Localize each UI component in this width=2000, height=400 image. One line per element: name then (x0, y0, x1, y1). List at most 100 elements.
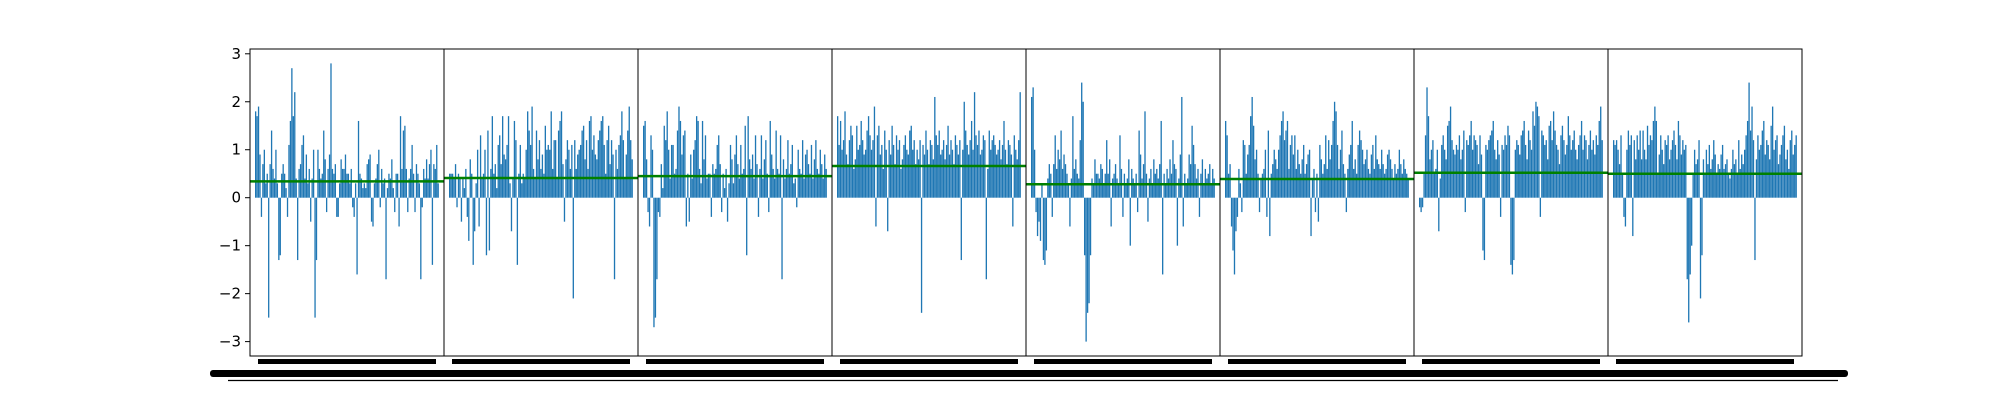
bar (307, 183, 309, 198)
bar (404, 125, 406, 198)
bar (613, 197, 616, 280)
bar (1210, 183, 1212, 198)
bar (1397, 168, 1399, 198)
bar (421, 197, 423, 208)
bar (854, 159, 856, 198)
bar (1745, 135, 1747, 198)
bar (945, 144, 948, 198)
bar (725, 168, 727, 198)
bar (1128, 159, 1130, 198)
bar (453, 178, 455, 198)
bar (418, 183, 421, 198)
bar (622, 140, 625, 198)
bar (1621, 173, 1624, 198)
bar (1382, 164, 1384, 198)
bar (1442, 135, 1444, 198)
bar (766, 173, 768, 198)
bar (1045, 197, 1048, 251)
bar (1351, 120, 1353, 198)
bar (915, 164, 917, 198)
bar (965, 130, 967, 198)
bar (1164, 183, 1167, 198)
bar (350, 168, 352, 198)
bar (1225, 120, 1227, 198)
bar (709, 173, 711, 198)
bar (571, 144, 573, 198)
bar (1032, 87, 1034, 198)
bar (748, 159, 751, 198)
bar (1779, 154, 1781, 198)
bar (1522, 130, 1524, 198)
bar (1564, 154, 1567, 198)
bar (328, 154, 331, 198)
bar (285, 188, 287, 198)
bar (1057, 149, 1059, 198)
bar (1145, 173, 1148, 198)
bar (1091, 178, 1093, 198)
bar (1624, 197, 1627, 227)
bar (1098, 178, 1101, 198)
bar (1474, 140, 1477, 198)
bar (860, 120, 862, 198)
bar (1322, 173, 1324, 198)
bottom-axis-thick (210, 370, 1848, 377)
bar (1383, 173, 1386, 198)
bar (1600, 106, 1602, 198)
bar (569, 168, 572, 198)
bar (1189, 164, 1192, 198)
bar (318, 168, 321, 198)
bar (270, 130, 273, 198)
bar (273, 178, 276, 198)
bar (879, 154, 882, 198)
bar (425, 159, 428, 198)
bar (781, 197, 783, 280)
bar (1066, 173, 1068, 198)
bar (718, 135, 720, 198)
bar (912, 149, 914, 198)
bar (1400, 164, 1402, 198)
bar (756, 164, 758, 198)
bar (336, 197, 338, 217)
bar (979, 154, 982, 198)
bar (1153, 159, 1155, 198)
bar (722, 173, 724, 198)
bar (531, 106, 533, 198)
bar (1780, 144, 1783, 198)
bar (898, 140, 901, 198)
bar (1207, 173, 1209, 198)
bar (259, 154, 261, 198)
bar (644, 120, 646, 198)
bar (678, 106, 680, 198)
bar (1092, 183, 1095, 198)
bar (1757, 135, 1759, 198)
y-tick-label: −1 (219, 237, 241, 255)
bar (956, 144, 958, 198)
bar (990, 149, 992, 198)
bar (501, 116, 504, 198)
bar (388, 173, 390, 198)
bar (944, 159, 946, 198)
bar (1785, 159, 1787, 198)
bar (801, 140, 804, 198)
bar (1139, 154, 1142, 198)
bar (1317, 197, 1320, 222)
bar (478, 197, 480, 227)
bar (1420, 197, 1422, 213)
bar (1010, 154, 1013, 198)
bar (713, 173, 715, 198)
bar (729, 144, 732, 198)
bar (1713, 140, 1715, 198)
bar (1680, 154, 1683, 198)
bar (998, 140, 1001, 198)
bar (1125, 183, 1127, 198)
bar (1050, 173, 1052, 198)
y-tick-labels: 3 2 1 0 −1 −2 −3 (219, 45, 241, 351)
bar (757, 197, 760, 217)
bar (1708, 144, 1710, 198)
bar (1520, 135, 1522, 198)
bar (431, 197, 434, 265)
bottom-axis-line (210, 370, 1848, 382)
bar (662, 188, 664, 198)
bar (1618, 164, 1621, 198)
